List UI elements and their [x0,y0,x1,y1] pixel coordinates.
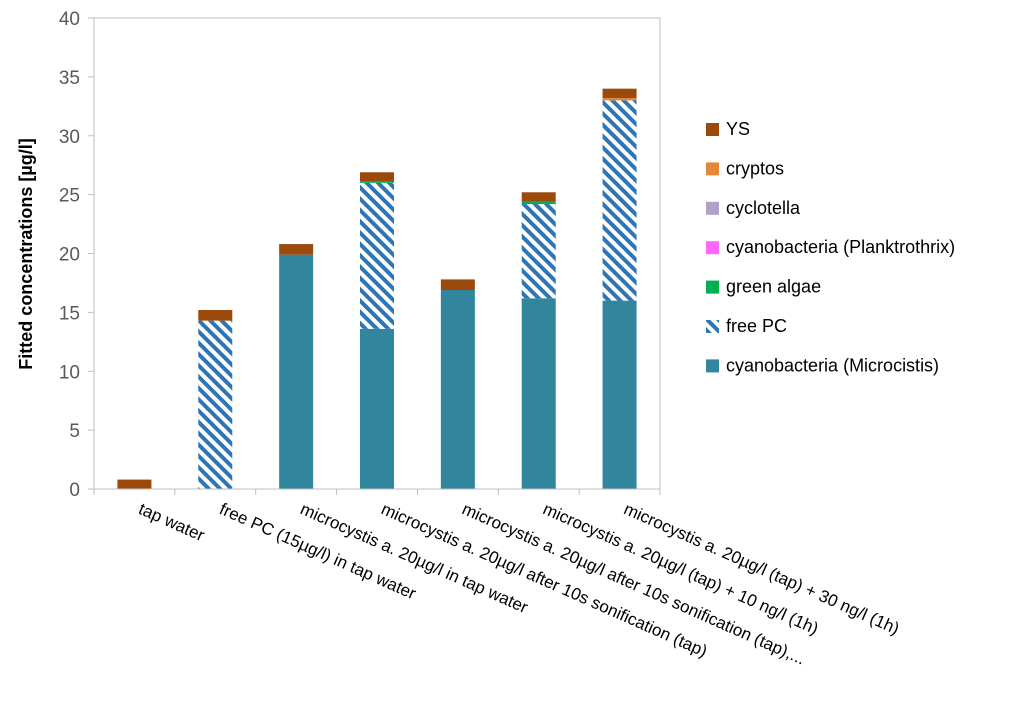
legend-label: cyanobacteria (Planktrothrix) [726,237,955,257]
legend-label: cryptos [726,158,784,178]
bar-segment-ys [602,88,637,99]
category-label: microcystis a. 20µg/l after 10s sonifica… [459,499,808,668]
legend-swatch [706,359,719,373]
legend-swatch [706,280,719,294]
bar-segment-cyanobacteria-microcistis- [440,290,475,489]
legend-label: green algae [726,277,821,297]
legend-label: cyclotella [726,198,801,218]
bar-segment-cyanobacteria-microcistis- [602,300,637,489]
legend-label: free PC [726,316,787,336]
bar-segment-ys [198,310,233,321]
legend-swatch [706,162,719,176]
y-tick-label: 10 [59,362,80,383]
bars-layer [117,88,637,489]
legend-swatch [706,123,719,136]
bar-segment-free-pc [602,100,637,301]
y-tick-label: 25 [59,186,80,207]
bar-segment-free-pc [360,182,394,329]
category-label: tap water [136,499,208,545]
legend-swatch [706,201,719,215]
bar-segment-cyanobacteria-microcistis- [521,298,556,489]
y-tick-label: 30 [59,127,80,148]
bar-segment-cyanobacteria-microcistis- [360,328,394,489]
bar-segment-free-pc [198,320,233,489]
bar-segment-cryptos [602,98,637,101]
legend-swatch [706,241,719,255]
bar-segment-ys [117,479,152,489]
bar-segment-ys [360,172,394,182]
y-tick-label: 0 [69,480,80,501]
y-axis-title: Fitted concentrations [µg/l] [16,138,36,369]
bar-segment-green-algae [521,201,556,205]
bar-segment-green-algae [360,181,394,183]
legend-label: YS [726,119,750,139]
legend: YS cryptos cyclotella cyanobacteria (Plankt… [706,119,955,375]
y-tick-label: 35 [59,68,80,89]
y-tick-label: 40 [59,9,80,30]
bar-segment-ys [440,279,475,291]
legend-label: cyanobacteria (Microcistis) [726,355,939,375]
y-tick-label: 5 [69,421,80,442]
bar-segment-free-pc [521,204,556,299]
bar-segment-cyanobacteria-microcistis- [279,254,314,489]
y-tick-label: 15 [59,303,80,324]
legend-swatch [706,320,719,333]
bar-segment-ys [279,244,314,255]
y-tick-label: 20 [59,245,80,266]
bar-segment-ys [521,192,556,202]
